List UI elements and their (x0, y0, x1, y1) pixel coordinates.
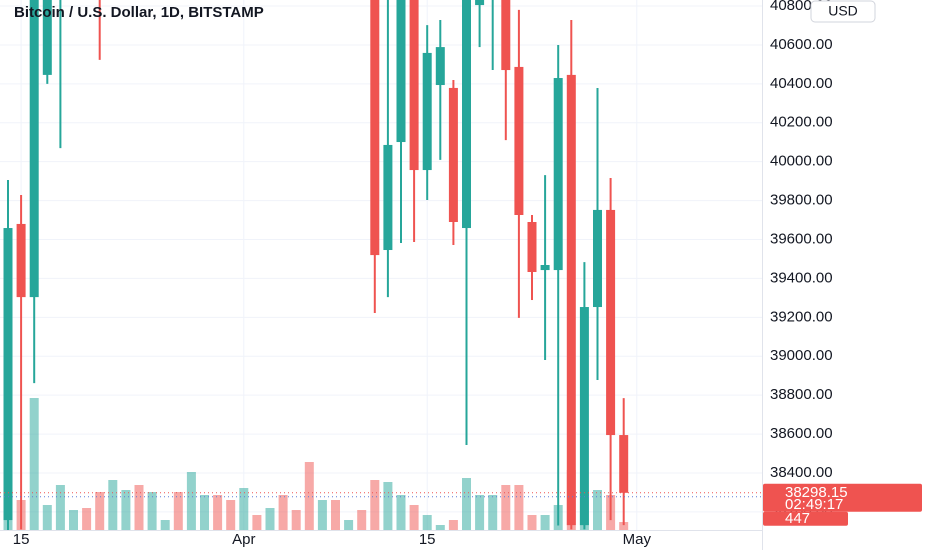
price-axis-bg (762, 0, 932, 550)
candle-body (527, 222, 537, 273)
volume-bar (291, 510, 301, 530)
volume-bar (383, 482, 393, 530)
volume-bar (82, 508, 92, 530)
y-tick-label: 39600.00 (770, 230, 833, 247)
y-tick-label: 40000.00 (770, 153, 833, 170)
volume-bar (475, 495, 485, 530)
currency-label[interactable]: USD (828, 3, 858, 19)
volume-bar (448, 520, 458, 530)
volume-bar (200, 495, 209, 530)
volume-bar (69, 510, 78, 530)
candle-body (514, 66, 524, 215)
volume-bar (173, 492, 183, 530)
candle-body (593, 209, 602, 308)
volume-bar (239, 488, 249, 530)
volume-box (763, 511, 848, 526)
volume-bar (396, 495, 406, 530)
y-tick-label: 39800.00 (770, 192, 833, 209)
volume-bar (527, 515, 537, 530)
currency-button[interactable] (810, 0, 876, 23)
candle-body (383, 144, 393, 251)
y-tick-label: 40400.00 (770, 75, 833, 92)
volume-bar (344, 520, 354, 530)
candle-body (370, 0, 380, 256)
volume-bar (304, 462, 314, 530)
candle-body (435, 47, 445, 86)
y-tick-label: 38800.00 (770, 386, 833, 403)
time-axis: 15 Apr 15 May (13, 531, 652, 548)
volume-bar (186, 472, 196, 530)
y-tick-label: 39400.00 (770, 269, 833, 286)
volume-bar (409, 505, 419, 530)
grid (0, 0, 762, 530)
volume-bar (435, 525, 445, 530)
volume-bar (357, 510, 367, 530)
candle-body (566, 74, 576, 526)
volume-bar (462, 478, 471, 530)
volume-bar (278, 495, 288, 530)
y-tick-label: 40200.00 (770, 114, 833, 131)
candle-body (448, 87, 458, 223)
volume-bar (42, 505, 52, 530)
candle-body (606, 209, 616, 436)
last-price-label: 38298.15 (785, 484, 848, 501)
candle-body (42, 0, 52, 75)
volume-bar (252, 515, 262, 530)
y-tick-label: 38600.00 (770, 425, 833, 442)
candle-body (29, 0, 39, 298)
volume-pane (3, 398, 629, 530)
last-price-box (763, 483, 922, 512)
candle-body (409, 0, 419, 171)
x-tick-label: 15 (419, 531, 436, 548)
volume-bar (108, 480, 118, 530)
y-tick-label: 38400.00 (770, 464, 833, 481)
y-tick-label: 40600.00 (770, 36, 833, 53)
volume-bar (501, 485, 511, 530)
volume-bar (213, 495, 223, 530)
volume-bar (317, 500, 327, 530)
volume-bar (370, 480, 380, 530)
volume-bar (134, 485, 144, 530)
volume-bar (540, 515, 550, 530)
volume-bar (226, 500, 236, 530)
candle-body (462, 0, 471, 229)
candle-body (553, 78, 563, 271)
volume-bar (619, 522, 629, 530)
candle-body (475, 0, 485, 6)
volume-bar (95, 492, 105, 530)
candle-body (579, 307, 589, 526)
volume-label: 447 (785, 510, 810, 527)
candle-body (501, 0, 511, 71)
candle-body (540, 265, 550, 271)
volume-bar (55, 485, 65, 530)
y-tick-label: 39000.00 (770, 347, 833, 364)
volume-bar (265, 508, 275, 530)
candle-body (16, 223, 26, 298)
x-tick-label: 15 (13, 531, 30, 548)
x-tick-label: May (623, 531, 652, 548)
price-pane (0, 0, 762, 530)
countdown-label: 02:49:17 (785, 496, 843, 513)
volume-bar (160, 520, 170, 530)
volume-bar (593, 490, 602, 530)
candle-body (422, 52, 432, 171)
volume-bar (147, 492, 157, 530)
y-tick-label: 39200.00 (770, 308, 833, 325)
candle-body (396, 0, 406, 143)
volume-bar (422, 515, 432, 530)
candle-body (3, 228, 13, 521)
candle-body (619, 435, 629, 493)
volume-bar (121, 490, 131, 530)
volume-bar (488, 495, 498, 530)
volume-bar (514, 485, 524, 530)
x-tick-label: Apr (232, 531, 255, 548)
chart-title: Bitcoin / U.S. Dollar, 1D, BITSTAMP (14, 4, 264, 21)
volume-bar (29, 398, 39, 530)
volume-bar (331, 500, 340, 530)
